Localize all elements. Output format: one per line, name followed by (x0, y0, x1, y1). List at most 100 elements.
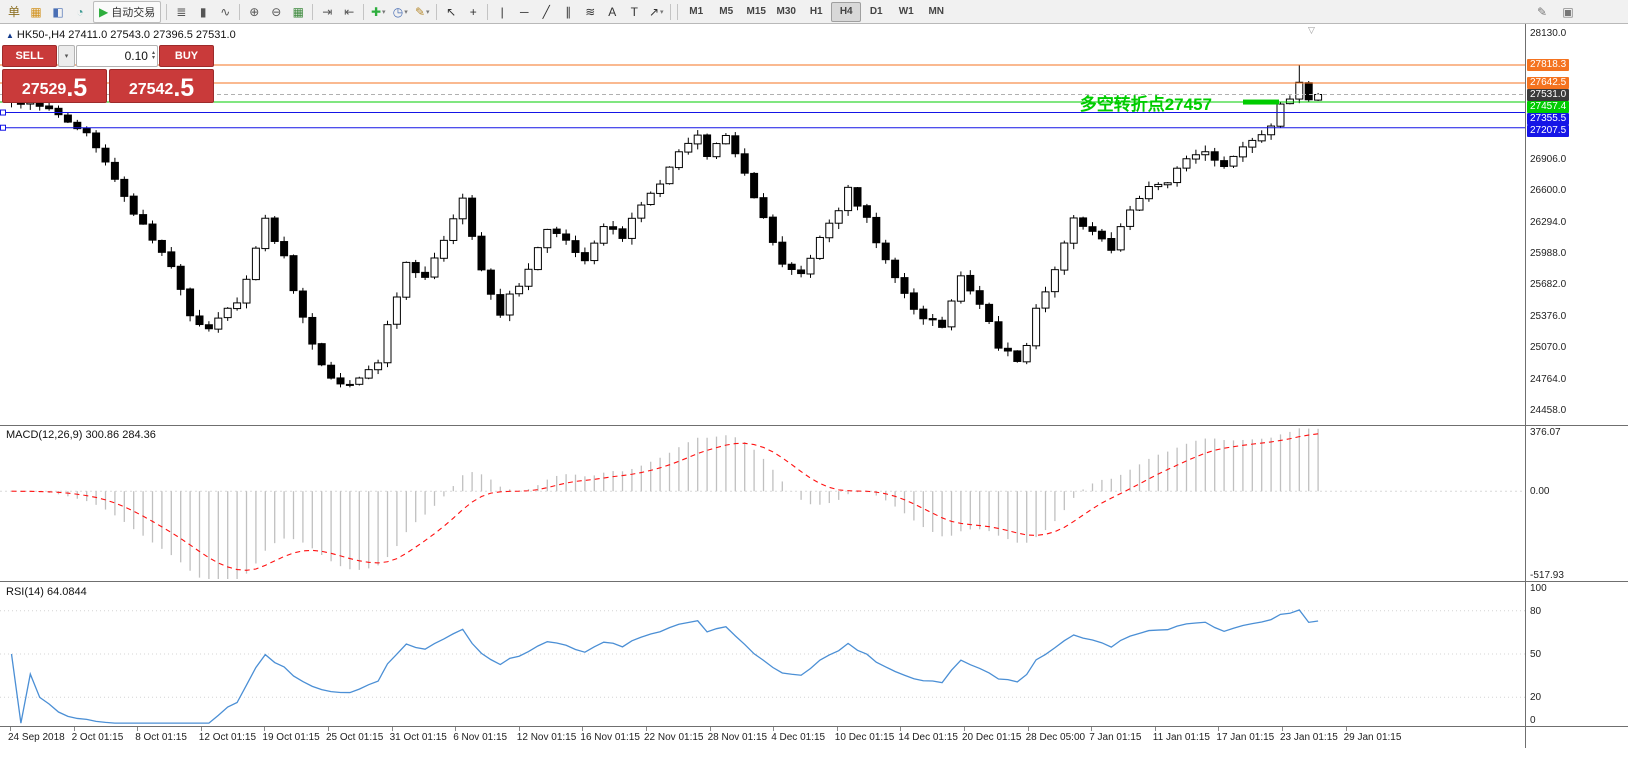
candlestick-mode-button[interactable]: ▮ (192, 1, 214, 23)
autotrading-icon: ▶ (99, 4, 109, 19)
trendline-tool-button[interactable]: ╱ (535, 1, 557, 23)
time-axis-tick (646, 727, 647, 731)
pivot-marker-segment[interactable] (1243, 99, 1279, 105)
timeframe-d1[interactable]: D1 (869, 6, 883, 17)
candle-body (1107, 237, 1116, 251)
channel-tool-icon: ∥ (565, 4, 572, 19)
edit-panel-icon[interactable]: ✎ (1536, 4, 1548, 19)
arrows-tool-button[interactable]: ↗ ▾ (645, 1, 667, 23)
chart-shift-button[interactable]: ⇤ (338, 1, 360, 23)
line-mode-button[interactable]: ∿ (214, 1, 236, 23)
channel-tool-button[interactable]: ∥ (557, 1, 579, 23)
grid-button[interactable]: ▦ (287, 1, 309, 23)
timeframe-m15[interactable]: M15 (746, 6, 766, 17)
candle-body (129, 195, 138, 215)
time-axis-label: 14 Dec 01:15 (898, 732, 958, 743)
price-chart-canvas[interactable] (0, 24, 1525, 425)
candle-body (721, 134, 730, 145)
toolbar-separator (677, 3, 679, 20)
lot-size-input[interactable]: 0.10 ▴ ▾ (76, 45, 158, 67)
candle-body (364, 369, 373, 379)
panel-separator[interactable] (0, 581, 1628, 582)
vertical-line-tool-button[interactable]: | (491, 1, 513, 23)
new-chart-button[interactable]: ▦ (25, 1, 47, 23)
dropdown-arrow-icon: ▾ (660, 8, 664, 16)
macd-axis-label: 376.07 (1530, 427, 1561, 438)
rsi-panel-canvas[interactable] (0, 582, 1525, 726)
text-tool-button[interactable]: A (601, 1, 623, 23)
line-anchor-handle[interactable] (0, 109, 6, 116)
new-order-button[interactable]: 单 (3, 1, 25, 23)
candle-body (505, 293, 514, 316)
macd-panel-canvas[interactable] (0, 426, 1525, 581)
fibonacci-tool-button[interactable]: ≋ (579, 1, 601, 23)
candle-body (45, 105, 54, 110)
candle-body (524, 268, 533, 287)
horizontal-line-tool-button[interactable]: ─ (513, 1, 535, 23)
profiles-button[interactable]: ◧ (47, 1, 69, 23)
spinner-up-icon[interactable]: ▴ (151, 50, 155, 56)
buy-button[interactable]: BUY (159, 45, 214, 67)
templates-button[interactable]: ✎ ▾ (411, 1, 433, 23)
lot-spinner[interactable]: ▴ ▾ (151, 50, 155, 61)
candle-body (317, 343, 326, 366)
time-axis-label: 29 Jan 01:15 (1343, 732, 1402, 743)
time-axis-tick (455, 727, 457, 731)
sell-price-button[interactable]: 27529.5 (2, 69, 107, 103)
zoom-out-button[interactable]: ⊖ (265, 1, 287, 23)
timeframe-mn[interactable]: MN (928, 6, 945, 17)
timeframe-m30[interactable]: M30 (776, 6, 796, 17)
time-axis[interactable]: 24 Sep 2018 2 Oct 01:15 8 Oct 01:15 12 Oct … (0, 726, 1628, 751)
spinner-down-icon[interactable]: ▾ (151, 55, 155, 61)
candle-body (731, 135, 740, 155)
candle-body (552, 228, 561, 234)
dock-panel-icon[interactable]: ▣ (1562, 4, 1574, 19)
candle-body (674, 151, 683, 169)
time-axis-tick (1154, 727, 1156, 731)
timeframe-w1[interactable]: W1 (898, 6, 914, 17)
autotrading-button[interactable]: ▶ 自动交易 (93, 0, 162, 23)
data-window-button[interactable]: ◔ (69, 1, 91, 23)
chart-shift-marker: ▽ (1308, 25, 1315, 35)
time-axis-label: 17 Jan 01:15 (1216, 732, 1275, 743)
timeframe-m5[interactable]: M5 (719, 6, 734, 17)
price-axis-tick-label: 26906.0 (1530, 153, 1567, 165)
candle-body (778, 241, 787, 265)
buy-price-button[interactable]: 27542.5 (109, 69, 214, 103)
candle-body (881, 242, 890, 261)
bars-mode-button[interactable]: ≣ (170, 1, 192, 23)
candle-body (1173, 167, 1182, 184)
label-tool-button[interactable]: T (623, 1, 645, 23)
periods-button[interactable]: ◷ ▾ (389, 1, 411, 23)
candle-body (308, 316, 317, 345)
time-axis-tick (200, 727, 202, 731)
line-anchor-handle[interactable] (0, 124, 6, 131)
crosshair-tool-button[interactable]: + (462, 1, 484, 23)
time-axis-tick (836, 727, 838, 731)
candle-body (449, 218, 458, 241)
candle-body (750, 172, 759, 199)
timeframe-h1[interactable]: H1 (809, 6, 823, 17)
candle-body (815, 236, 824, 259)
candle-body (956, 275, 965, 302)
symbol-period-label: HK50-,H4 (16, 29, 66, 41)
toolbar-separator (436, 3, 438, 20)
timeframe-h4[interactable]: H4 (831, 1, 862, 22)
auto-scroll-button[interactable]: ⇥ (316, 1, 338, 23)
candle-body (1182, 158, 1191, 169)
sell-button[interactable]: SELL (2, 45, 57, 67)
cursor-tool-button[interactable]: ↖ (440, 1, 462, 23)
order-type-dropdown[interactable]: ▾ (58, 45, 75, 67)
panel-separator[interactable] (0, 425, 1628, 426)
time-axis-label: 28 Nov 01:15 (707, 732, 768, 743)
cursor-tool-icon: ↖ (446, 4, 457, 19)
candle-body (82, 128, 91, 134)
price-axis-tick-label: 24764.0 (1530, 373, 1567, 385)
zoom-in-button[interactable]: ⊕ (243, 1, 265, 23)
indicators-button[interactable]: ✚ ▾ (367, 1, 389, 23)
candle-body (759, 197, 768, 219)
candle-body (233, 302, 242, 310)
timeframe-m1[interactable]: M1 (689, 6, 704, 17)
pivot-annotation-text[interactable]: 多空转折点27457 (1079, 95, 1212, 115)
price-axis[interactable]: 28130.0 26906.0 26600.0 26294.0 25988.0 25682… (1526, 24, 1628, 748)
